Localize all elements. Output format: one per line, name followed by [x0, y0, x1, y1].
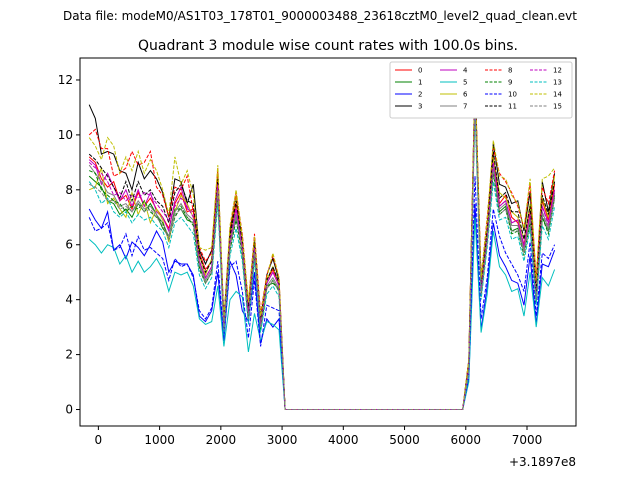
series-line-15 — [88, 104, 556, 410]
legend-label-2: 2 — [418, 91, 422, 99]
legend-label-10: 10 — [508, 91, 517, 99]
series-line-11 — [88, 88, 556, 410]
legend-label-6: 6 — [463, 91, 468, 99]
chart-suptitle: Data file: modeM0/AS1T03_178T01_90000034… — [63, 9, 577, 23]
y-tick-label-0: 0 — [65, 403, 73, 417]
legend-label-15: 15 — [553, 103, 562, 111]
legend-label-14: 14 — [553, 91, 562, 99]
legend-label-12: 12 — [553, 67, 562, 75]
legend-label-13: 13 — [553, 79, 562, 87]
x-tick-label-6000: 6000 — [451, 433, 482, 447]
x-tick-label-1000: 1000 — [144, 433, 175, 447]
y-tick-label-2: 2 — [65, 348, 73, 362]
legend-label-9: 9 — [508, 79, 512, 87]
x-tick-label-7000: 7000 — [512, 433, 543, 447]
legend-label-8: 8 — [508, 67, 512, 75]
y-tick-label-6: 6 — [65, 238, 73, 252]
x-tick-label-0: 0 — [95, 433, 103, 447]
axes-frame — [79, 57, 577, 427]
chart-title: Quadrant 3 module wise count rates with … — [138, 38, 518, 54]
y-tick-label-8: 8 — [65, 183, 73, 197]
legend-label-7: 7 — [463, 103, 467, 111]
x-tick-label-3000: 3000 — [267, 433, 298, 447]
x-offset-label: +3.1897e8 — [509, 455, 576, 469]
x-tick-label-4000: 4000 — [328, 433, 359, 447]
legend-box — [389, 61, 573, 119]
x-tick-label-2000: 2000 — [206, 433, 237, 447]
legend-label-0: 0 — [418, 67, 422, 75]
y-tick-label-10: 10 — [58, 128, 73, 142]
axes: 0 1000 2000 3000 4000 5000 6000 7000024681012+3… — [58, 57, 577, 469]
legend-label-5: 5 — [463, 79, 467, 87]
x-tick-label-5000: 5000 — [389, 433, 420, 447]
legend-label-4: 4 — [463, 67, 468, 75]
y-tick-label-12: 12 — [58, 73, 73, 87]
legend-label-3: 3 — [418, 103, 422, 111]
legend-label-11: 11 — [508, 103, 517, 111]
series-group — [88, 74, 556, 410]
legend-label-1: 1 — [418, 79, 422, 87]
y-tick-label-4: 4 — [65, 293, 73, 307]
